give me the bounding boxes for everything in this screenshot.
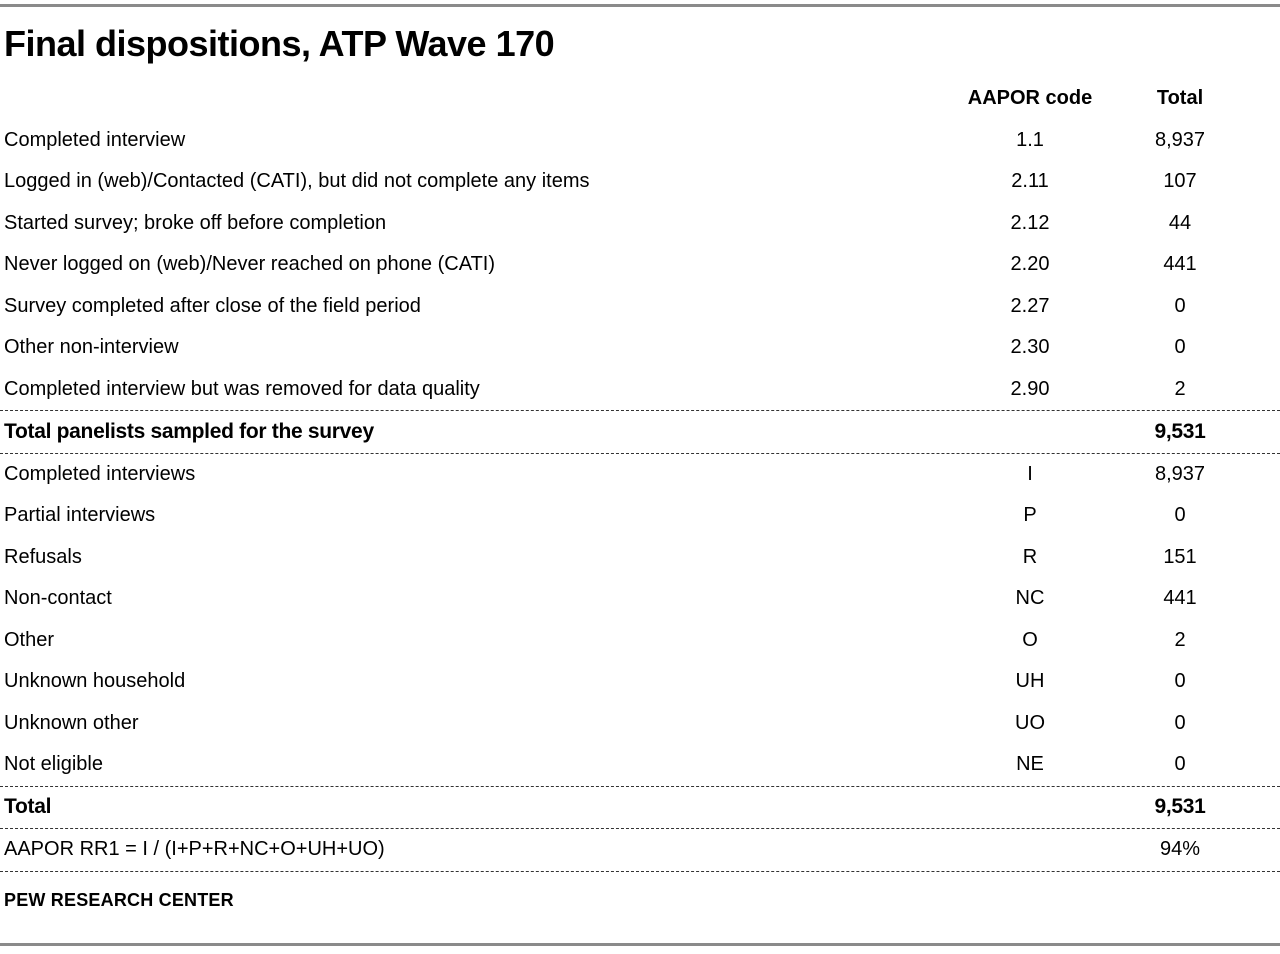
row-label: Started survey; broke off before complet… [4, 211, 387, 234]
row-total: 2 [1174, 628, 1186, 651]
row-total: 441 [1163, 587, 1197, 610]
row-total: 151 [1163, 545, 1197, 568]
row-label: Unknown other [4, 711, 139, 734]
dotted-divider [0, 870, 1280, 872]
row-aapor-code: 2.27 [1010, 294, 1050, 317]
row-label: Total panelists sampled for the survey [4, 419, 374, 443]
row-total: 9,531 [1154, 795, 1206, 819]
row-total: 8,937 [1154, 128, 1206, 151]
row-total: 44 [1168, 211, 1192, 234]
row-label: Other non-interview [4, 336, 179, 359]
table-row: Logged in (web)/Contacted (CATI), but di… [0, 161, 1280, 203]
dotted-divider [0, 828, 1280, 829]
table-row: Other non-interview 2.30 0 [0, 327, 1280, 369]
row-aapor-code: NE [1016, 753, 1044, 776]
grand-total-row: Total 9,531 [0, 787, 1280, 829]
table-row: Refusals R 151 [0, 537, 1280, 579]
row-aapor-code: I [1027, 462, 1033, 485]
row-aapor-code: P [1023, 504, 1037, 527]
row-aapor-code: 2.12 [1010, 211, 1050, 234]
header-total: Total [1156, 87, 1204, 110]
dotted-divider [0, 452, 1280, 454]
table-row: Survey completed after close of the fiel… [0, 286, 1280, 328]
row-aapor-code: O [1022, 628, 1038, 651]
table-row: Other O 2 [0, 620, 1280, 662]
row-label: AAPOR RR1 = I / (I+P+R+NC+O+UH+UO) [4, 838, 385, 861]
row-total: 2 [1174, 377, 1186, 400]
row-aapor-code: NC [1015, 587, 1045, 610]
bottom-rule [0, 943, 1280, 946]
row-aapor-code: UH [1015, 670, 1045, 693]
row-total: 0 [1174, 294, 1186, 317]
row-label: Unknown household [4, 670, 186, 693]
table-row: Unknown other UO 0 [0, 703, 1280, 745]
row-aapor-code: UO [1015, 711, 1045, 734]
row-aapor-code: 2.20 [1010, 253, 1050, 276]
header-aapor-code: AAPOR code [967, 87, 1093, 110]
row-label: Not eligible [4, 753, 103, 776]
row-label: Total [4, 795, 52, 819]
row-label: Non-contact [4, 587, 112, 610]
dispositions-table: AAPOR code Total Completed interview 1.1… [0, 78, 1280, 872]
row-label: Completed interview [4, 128, 186, 151]
row-total: 8,937 [1154, 462, 1206, 485]
row-aapor-code: R [1022, 545, 1038, 568]
dotted-divider [0, 410, 1280, 411]
row-aapor-code: 2.11 [1011, 170, 1049, 193]
dotted-divider [0, 785, 1280, 787]
row-total: 0 [1174, 753, 1186, 776]
row-label: Logged in (web)/Contacted (CATI), but di… [4, 170, 590, 193]
page-title: Final dispositions, ATP Wave 170 [4, 23, 555, 64]
table-row: Never logged on (web)/Never reached on p… [0, 244, 1280, 286]
response-rate-row: AAPOR RR1 = I / (I+P+R+NC+O+UH+UO) 94% [0, 829, 1280, 871]
row-total: 107 [1163, 170, 1197, 193]
table-row: Unknown household UH 0 [0, 661, 1280, 703]
table-row: Not eligible NE 0 [0, 744, 1280, 786]
row-aapor-code: 1.1 [1016, 128, 1044, 151]
row-aapor-code: 2.30 [1010, 336, 1050, 359]
row-total: 0 [1174, 711, 1186, 734]
table-row: Non-contact NC 441 [0, 578, 1280, 620]
row-label: Never logged on (web)/Never reached on p… [4, 253, 495, 276]
table-row: Completed interview but was removed for … [0, 369, 1280, 411]
total-sampled-row: Total panelists sampled for the survey 9… [0, 411, 1280, 453]
row-aapor-code: 2.90 [1010, 377, 1050, 400]
row-total: 0 [1174, 504, 1186, 527]
row-label: Completed interview but was removed for … [4, 377, 480, 400]
row-total: 0 [1174, 670, 1186, 693]
row-total: 0 [1174, 336, 1186, 359]
top-rule [0, 4, 1280, 7]
row-label: Refusals [4, 545, 82, 568]
row-total: 9,531 [1154, 419, 1206, 443]
source-attribution: PEW RESEARCH CENTER [4, 889, 234, 910]
table-row: Started survey; broke off before complet… [0, 203, 1280, 245]
row-label: Other [4, 628, 55, 651]
table-row: Completed interviews I 8,937 [0, 454, 1280, 496]
row-label: Survey completed after close of the fiel… [4, 294, 421, 317]
row-total: 441 [1163, 253, 1197, 276]
table-header-row: AAPOR code Total [0, 78, 1280, 120]
row-total: 94% [1159, 838, 1201, 861]
row-label: Partial interviews [4, 504, 156, 527]
row-label: Completed interviews [4, 462, 196, 485]
table-row: Completed interview 1.1 8,937 [0, 120, 1280, 162]
table-row: Partial interviews P 0 [0, 495, 1280, 537]
